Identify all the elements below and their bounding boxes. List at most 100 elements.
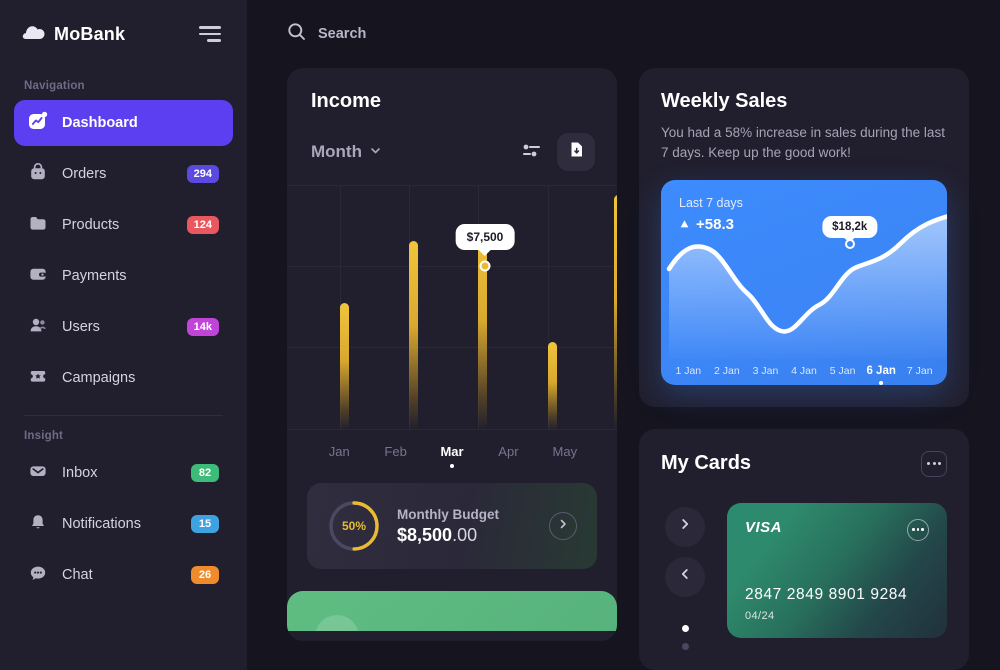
income-actions [521, 133, 595, 171]
pagination-dot[interactable] [681, 642, 689, 650]
status-badge: 124 [186, 216, 219, 234]
income-title: Income [311, 90, 382, 112]
date-label-6jan: 6 Jan [862, 365, 901, 377]
shopping-bag-icon [28, 162, 48, 187]
bar-jan[interactable] [339, 302, 349, 430]
x-label-may: May [552, 444, 578, 459]
sidebar-item-orders[interactable]: Orders 294 [14, 151, 233, 197]
budget-text: Monthly Budget $8,500.00 [397, 507, 533, 546]
chevron-down-icon [369, 142, 382, 162]
weekly-sales-description: You had a 58% increase in sales during t… [661, 125, 945, 161]
search-input[interactable]: Search [287, 22, 366, 46]
envelope-icon [28, 461, 48, 486]
sidebar-item-products[interactable]: Products 124 [14, 202, 233, 248]
chevron-right-icon [557, 517, 569, 535]
credit-card-visa[interactable]: VISA 2847 2849 8901 9284 04/24 [727, 502, 947, 638]
card-top-row: VISA [745, 518, 929, 541]
card-expiry: 04/24 [745, 609, 775, 622]
sidebar-item-notifications[interactable]: Notifications 15 [14, 501, 233, 547]
users-icon [28, 315, 48, 340]
date-label-7jan: 7 Jan [906, 364, 933, 377]
wallet-icon [28, 264, 48, 289]
sidebar-item-label: Dashboard [62, 115, 138, 131]
chart-dashboard-icon [28, 111, 48, 136]
weekly-delta: +58.3 [679, 216, 929, 233]
x-label-feb: Feb [384, 444, 407, 459]
income-panel: Income Month [287, 68, 617, 641]
card-pagination [681, 624, 689, 650]
bar-apr[interactable] [547, 341, 557, 430]
sidebar-item-payments[interactable]: Payments [14, 253, 233, 299]
weekly-delta-value: +58.3 [696, 215, 734, 233]
date-label-2jan: 2 Jan [714, 364, 740, 377]
sidebar-item-dashboard[interactable]: Dashboard [14, 100, 233, 146]
income-bar-chart: $7,500 [287, 185, 617, 430]
my-cards-body: VISA 2847 2849 8901 9284 04/24 [661, 502, 947, 650]
pagination-dot[interactable] [681, 624, 689, 632]
insight-section-heading: Insight [24, 430, 64, 442]
bar-feb[interactable] [409, 241, 419, 430]
budget-details-button[interactable] [549, 512, 577, 540]
sidebar: MoBank Navigation Dashboard [0, 0, 247, 670]
sidebar-item-chat[interactable]: Chat 26 [14, 552, 233, 598]
triangle-up-icon [679, 216, 690, 233]
sidebar-item-label: Products [62, 217, 120, 233]
budget-percent: 50% [341, 519, 367, 533]
budget-amount: $8,500.00 [397, 525, 533, 546]
sidebar-item-label: Notifications [62, 516, 141, 532]
sliders-filter-icon[interactable] [521, 141, 543, 164]
card-carousel-controls [661, 503, 709, 650]
brand-name: MoBank [54, 23, 126, 44]
sidebar-item-label: Campaigns [62, 370, 136, 386]
folder-icon [28, 213, 48, 238]
cloud-logo-icon [22, 23, 46, 46]
ellipsis-icon[interactable] [921, 450, 947, 477]
status-badge: 15 [191, 515, 219, 533]
ticket-star-icon [28, 366, 48, 391]
income-column: Income Month [287, 68, 617, 670]
weekly-sales-chart: Last 7 days +58.3 [661, 179, 947, 385]
budget-amount-cents: .00 [452, 524, 478, 545]
sidebar-divider [24, 415, 223, 416]
income-tooltip-marker [479, 260, 491, 272]
green-promo-card[interactable] [287, 591, 617, 631]
status-badge: 294 [186, 165, 219, 183]
main-content: Search Income Month [247, 0, 1000, 670]
bar-mar[interactable] [478, 229, 488, 430]
card-number: 2847 2849 8901 9284 [745, 585, 908, 603]
search-label: Search [318, 26, 367, 42]
sidebar-item-label: Inbox [62, 465, 98, 481]
topbar: Search [287, 0, 969, 68]
budget-progress-ring: 50% [327, 499, 381, 553]
weekly-area-path [666, 213, 947, 359]
income-controls: Month [287, 113, 617, 171]
sidebar-item-label: Payments [62, 268, 127, 284]
weekly-range-label: Last 7 days [679, 195, 743, 210]
sidebar-item-label: Users [62, 319, 100, 335]
sidebar-item-campaigns[interactable]: Campaigns [14, 355, 233, 401]
weekly-sales-panel: Weekly Sales You had a 58% increase in s… [639, 68, 969, 407]
brand[interactable]: MoBank [22, 23, 125, 46]
card-options-ellipsis-icon[interactable] [907, 518, 929, 541]
chat-bubble-icon [28, 563, 48, 588]
dashboard-grid: Income Month [287, 68, 969, 670]
next-card-button[interactable] [665, 506, 705, 547]
date-label-3jan: 3 Jan [752, 364, 779, 377]
income-tooltip: $7,500 [455, 224, 515, 251]
download-report-button[interactable] [557, 133, 595, 171]
weekly-tooltip: $18,2k [822, 215, 878, 238]
hamburger-menu-icon[interactable] [195, 22, 225, 46]
monthly-budget-card[interactable]: 50% Monthly Budget $8,500.00 [307, 483, 597, 569]
budget-label: Monthly Budget [397, 506, 499, 522]
sidebar-item-label: Chat [62, 567, 93, 583]
sidebar-item-users[interactable]: Users 14k [14, 304, 233, 350]
chevron-left-icon [678, 567, 692, 586]
weekly-sales-title: Weekly Sales [661, 90, 788, 112]
x-label-jan: Jan [328, 444, 350, 459]
chart-bars [287, 185, 617, 430]
prev-card-button[interactable] [665, 556, 705, 597]
period-select[interactable]: Month [311, 142, 382, 162]
bar-may[interactable] [613, 194, 617, 430]
nav-section-heading: Navigation [24, 80, 85, 92]
sidebar-item-inbox[interactable]: Inbox 82 [14, 450, 233, 496]
